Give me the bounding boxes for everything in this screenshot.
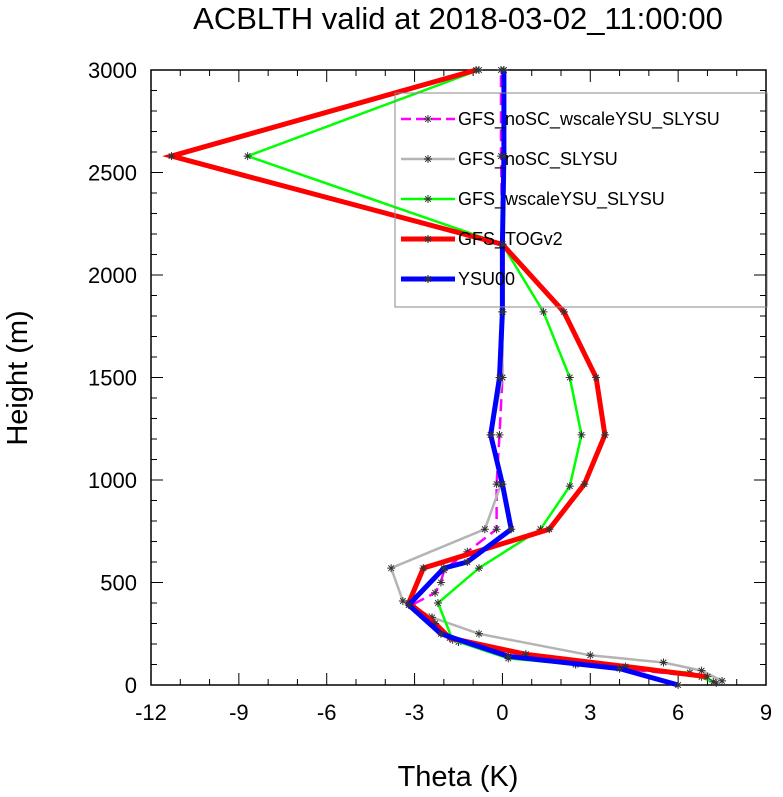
legend-entry: GFS_TOGv2 <box>458 229 563 250</box>
x-tick-label: 6 <box>672 700 684 725</box>
data-point <box>495 430 504 439</box>
data-point <box>615 664 624 673</box>
data-point <box>499 152 508 161</box>
x-tick-label: -3 <box>405 700 425 725</box>
data-point <box>507 525 516 534</box>
series-GFS_TOGv2 <box>162 66 712 681</box>
data-point <box>436 629 445 638</box>
legend-marker <box>424 115 432 123</box>
data-point <box>600 430 609 439</box>
data-point <box>475 629 483 638</box>
series-group <box>162 66 727 689</box>
y-tick-label: 2000 <box>88 263 137 288</box>
data-point <box>486 430 495 439</box>
legend-entry: GFS_noSC_SLYSU <box>458 149 618 170</box>
data-point <box>439 564 448 573</box>
data-point <box>492 480 501 489</box>
data-point <box>243 152 252 161</box>
data-point <box>404 601 413 610</box>
data-point <box>431 588 440 597</box>
data-point <box>431 619 440 628</box>
data-point <box>577 430 586 439</box>
x-tick-label: -9 <box>229 700 249 725</box>
data-point <box>398 596 407 605</box>
data-point <box>536 525 545 534</box>
legend-marker <box>424 195 432 203</box>
x-tick-label: -6 <box>317 700 337 725</box>
data-point <box>428 613 437 622</box>
data-point <box>498 307 507 316</box>
x-tick-label: 3 <box>584 700 596 725</box>
data-point <box>712 678 721 687</box>
data-point <box>539 307 548 316</box>
data-point <box>718 676 727 685</box>
legend-entry: GFS_noSC_wscaleYSU_SLYSU <box>458 109 720 130</box>
data-point <box>436 578 445 587</box>
data-point <box>580 480 589 489</box>
data-point <box>703 672 712 681</box>
y-tick-label: 1500 <box>88 366 137 391</box>
data-point <box>674 681 683 689</box>
legend-marker <box>424 155 432 163</box>
legend-marker <box>424 235 432 243</box>
data-point <box>434 599 442 607</box>
legend: GFS_noSC_wscaleYSU_SLYSU GFS_noSC_SLYSU GF… <box>394 92 768 308</box>
legend-box <box>394 92 768 308</box>
axes: -12 -9 -6 -3 0 3 6 9 0 500 1000 1500 2000 2500 3000 <box>88 58 772 725</box>
data-point <box>521 650 530 659</box>
data-point <box>565 373 574 382</box>
data-point <box>565 482 574 491</box>
x-axis-label: Theta (K) <box>398 761 519 793</box>
data-point <box>592 373 601 382</box>
y-tick-label: 500 <box>100 571 137 596</box>
data-point <box>463 558 472 566</box>
data-point <box>697 666 706 675</box>
x-tick-label: 9 <box>760 700 772 725</box>
data-point <box>495 373 504 382</box>
data-point <box>472 66 481 74</box>
data-point <box>498 480 507 489</box>
legend-marker <box>424 275 432 283</box>
data-point <box>545 525 554 534</box>
data-point <box>475 564 483 573</box>
data-point <box>480 525 489 534</box>
data-point <box>659 658 668 667</box>
x-tick-label: -12 <box>135 700 167 725</box>
legend-entry: YSU00 <box>458 269 515 289</box>
y-tick-label: 3000 <box>88 58 137 83</box>
legend-entry: GFS_wscaleYSU_SLYSU <box>458 189 665 210</box>
series-line <box>162 67 708 680</box>
data-point <box>387 564 396 573</box>
data-point <box>463 547 472 556</box>
data-point <box>419 564 428 573</box>
data-point <box>504 652 513 661</box>
y-tick-label: 0 <box>125 673 137 698</box>
data-point <box>621 662 630 671</box>
data-point <box>709 677 718 686</box>
y-axis-label: Height (m) <box>2 310 34 445</box>
chart-title: ACBLTH valid at 2018-03-02_11:00:00 <box>193 1 723 36</box>
x-tick-label: 0 <box>496 700 508 725</box>
y-tick-label: 2500 <box>88 161 137 186</box>
data-point <box>498 240 507 249</box>
y-tick-label: 1000 <box>88 468 137 493</box>
data-point <box>492 525 501 534</box>
series-YSU00 <box>404 66 683 689</box>
data-point <box>499 66 508 74</box>
data-point <box>586 651 595 660</box>
data-point <box>559 307 568 316</box>
data-point <box>167 152 176 161</box>
